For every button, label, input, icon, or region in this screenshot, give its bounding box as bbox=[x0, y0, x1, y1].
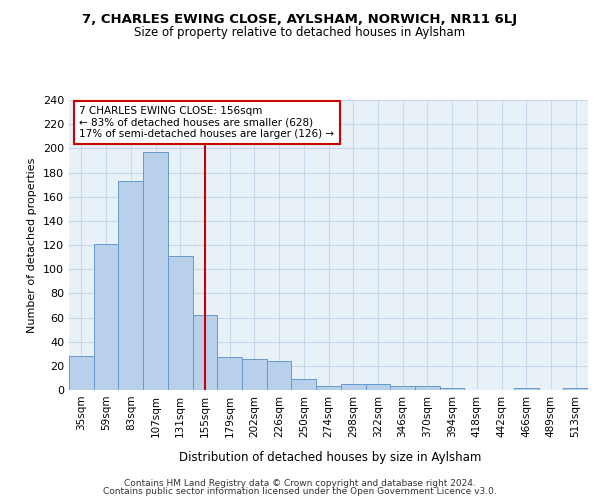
Bar bbox=[168, 256, 193, 390]
Text: Distribution of detached houses by size in Aylsham: Distribution of detached houses by size … bbox=[179, 451, 481, 464]
Bar bbox=[341, 384, 365, 390]
Text: Contains public sector information licensed under the Open Government Licence v3: Contains public sector information licen… bbox=[103, 487, 497, 496]
Bar bbox=[193, 315, 217, 390]
Bar bbox=[143, 152, 168, 390]
Bar bbox=[94, 244, 118, 390]
Bar bbox=[563, 388, 588, 390]
Bar bbox=[118, 181, 143, 390]
Text: Size of property relative to detached houses in Aylsham: Size of property relative to detached ho… bbox=[134, 26, 466, 39]
Bar bbox=[365, 384, 390, 390]
Bar bbox=[292, 379, 316, 390]
Bar bbox=[415, 386, 440, 390]
Bar bbox=[267, 361, 292, 390]
Text: 7, CHARLES EWING CLOSE, AYLSHAM, NORWICH, NR11 6LJ: 7, CHARLES EWING CLOSE, AYLSHAM, NORWICH… bbox=[82, 12, 518, 26]
Text: 7 CHARLES EWING CLOSE: 156sqm
← 83% of detached houses are smaller (628)
17% of : 7 CHARLES EWING CLOSE: 156sqm ← 83% of d… bbox=[79, 106, 335, 139]
Text: Contains HM Land Registry data © Crown copyright and database right 2024.: Contains HM Land Registry data © Crown c… bbox=[124, 478, 476, 488]
Bar bbox=[440, 388, 464, 390]
Bar bbox=[69, 356, 94, 390]
Bar bbox=[390, 386, 415, 390]
Bar bbox=[217, 358, 242, 390]
Bar bbox=[514, 388, 539, 390]
Y-axis label: Number of detached properties: Number of detached properties bbox=[28, 158, 37, 332]
Bar bbox=[242, 358, 267, 390]
Bar bbox=[316, 386, 341, 390]
